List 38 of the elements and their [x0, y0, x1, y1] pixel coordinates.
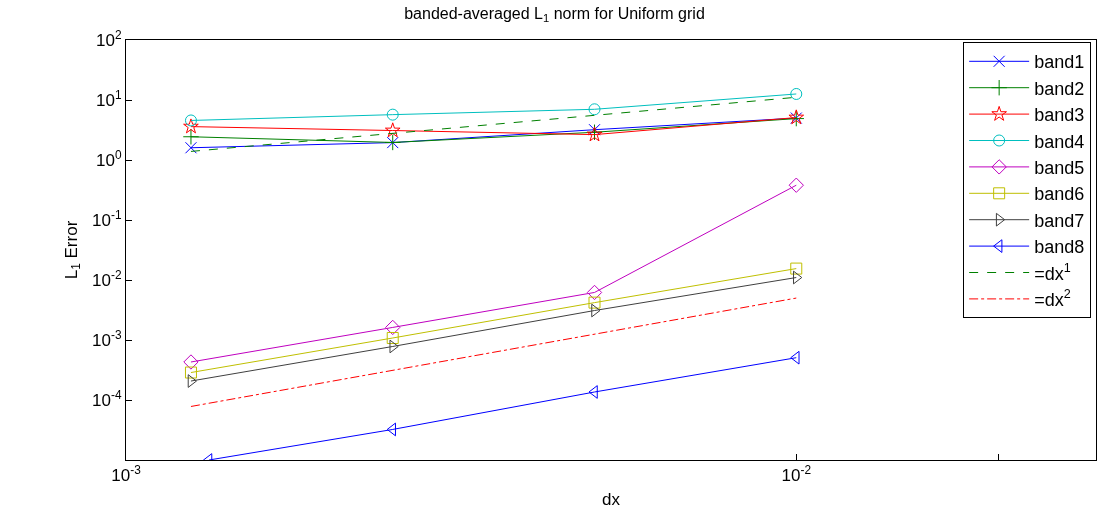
point	[588, 385, 598, 399]
point	[187, 374, 197, 388]
y-tick-label: 10$^{-4}$	[92, 387, 122, 410]
y-tick-label: 10$^{0}$	[96, 147, 122, 170]
point	[386, 331, 399, 344]
legend-label: band6	[1034, 184, 1085, 205]
point	[184, 141, 197, 154]
point	[788, 177, 804, 193]
point	[790, 87, 803, 100]
legend-label: band1	[1034, 52, 1085, 73]
chart-title: banded-averaged L$_{1}$ norm for Uniform grid	[404, 4, 705, 25]
point	[790, 262, 803, 275]
legend-label: =dx$^{1}$	[1034, 260, 1071, 284]
point	[588, 103, 601, 116]
point	[182, 128, 200, 145]
point	[386, 108, 399, 121]
y-tick-label: 10$^{-1}$	[92, 207, 122, 230]
point	[384, 122, 401, 138]
legend-label: band3	[1034, 105, 1085, 126]
point	[588, 123, 601, 136]
point	[183, 118, 199, 134]
legend-label: band2	[1034, 78, 1085, 99]
point	[586, 284, 603, 301]
y-tick-label: 10$^{2}$	[96, 27, 122, 50]
legend-label: band8	[1034, 237, 1085, 258]
point	[183, 354, 199, 370]
point	[184, 366, 197, 379]
legend-label: band7	[1034, 210, 1085, 231]
point	[385, 319, 401, 336]
x-axis-title: dx	[602, 489, 621, 509]
legend-label: band4	[1034, 131, 1085, 152]
legend-label: =dx$^{2}$	[1034, 287, 1071, 310]
point	[588, 296, 601, 309]
y-tick-label: 10$^{-2}$	[92, 267, 122, 290]
y-tick-label: 10$^{-3}$	[92, 327, 122, 350]
legend-label: band5	[1034, 157, 1085, 178]
y-tick-label: 10$^{1}$	[96, 87, 122, 110]
point	[184, 114, 197, 127]
